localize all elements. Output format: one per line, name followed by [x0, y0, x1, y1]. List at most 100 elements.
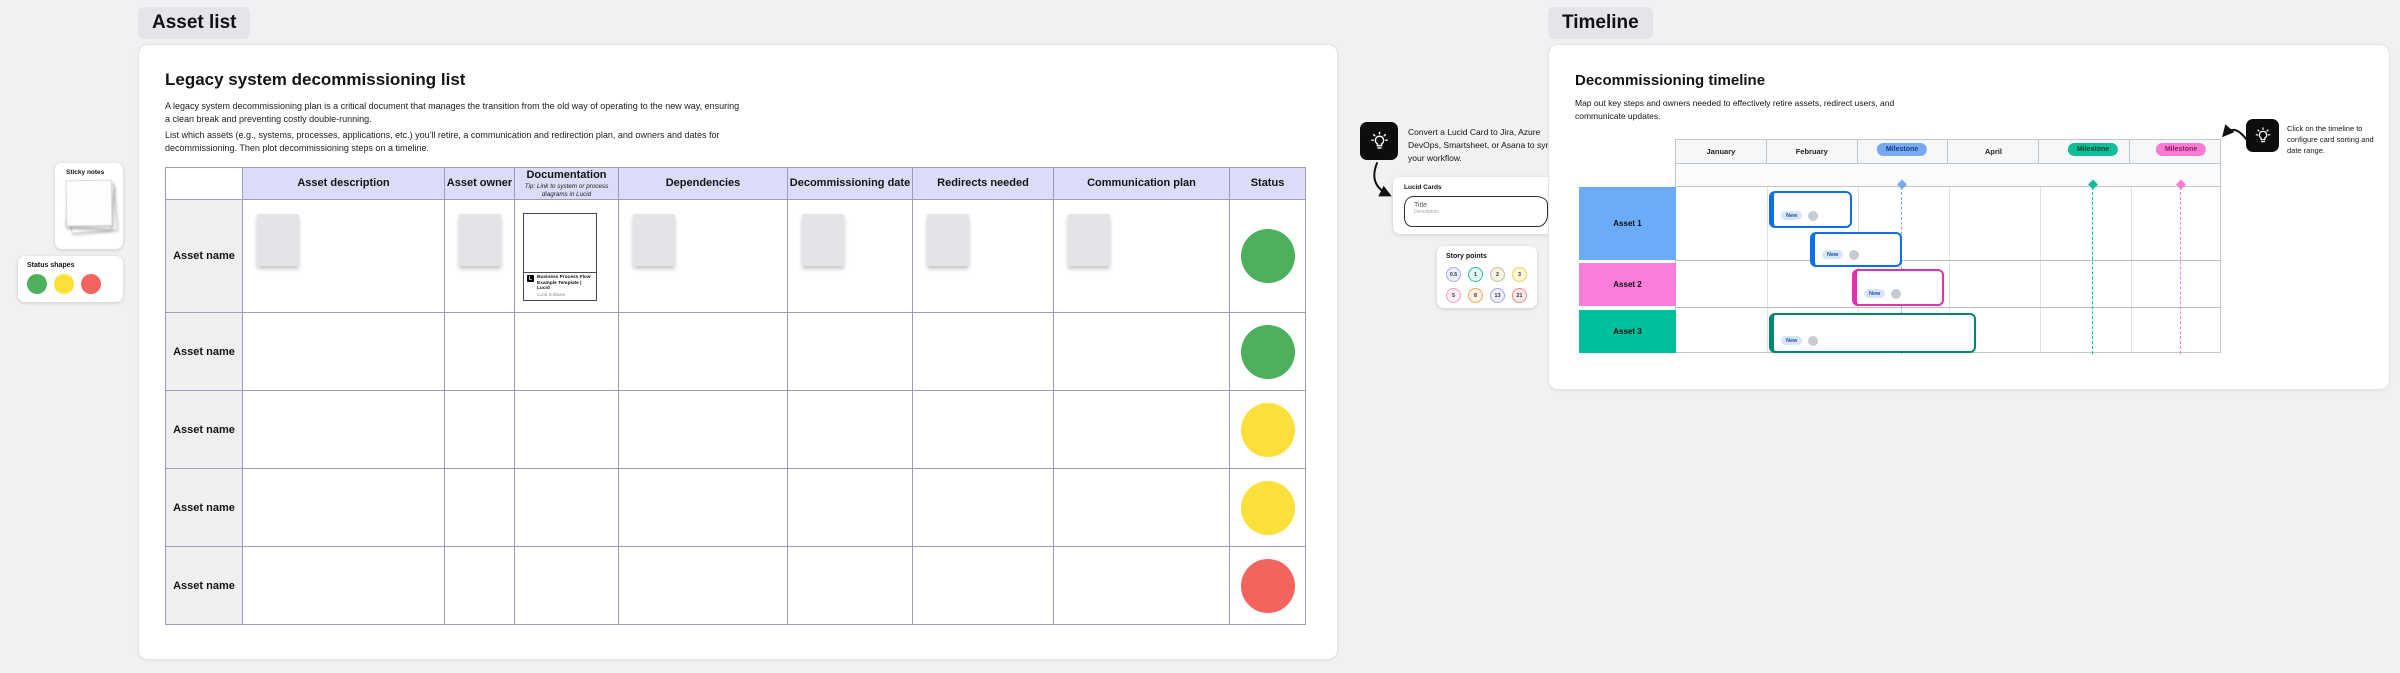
story-point-chip[interactable]: 21	[1512, 288, 1527, 303]
story-point-chip[interactable]: 8	[1468, 288, 1483, 303]
cell-status[interactable]	[1229, 546, 1306, 625]
cell-communication-plan[interactable]	[1053, 468, 1230, 547]
cell-decommissioning-date[interactable]	[787, 199, 913, 313]
row-header-asset-name[interactable]: Asset name	[165, 546, 243, 625]
milestone-line	[2180, 187, 2181, 354]
status-shape-red[interactable]	[81, 274, 101, 294]
sticky-notes-label: Sticky notes	[66, 169, 105, 176]
status-circle[interactable]	[1240, 558, 1295, 613]
content-placeholder[interactable]	[633, 214, 675, 266]
timeline-card[interactable]: New	[1769, 313, 1976, 353]
sticky-note-stack[interactable]	[65, 179, 118, 236]
cell-communication-plan[interactable]	[1053, 546, 1230, 625]
content-placeholder[interactable]	[1068, 214, 1110, 266]
story-point-chip[interactable]: 5	[1446, 288, 1461, 303]
lane-asset-2[interactable]: Asset 2	[1579, 263, 1676, 306]
content-placeholder[interactable]	[927, 214, 969, 266]
cell-communication-plan[interactable]	[1053, 312, 1230, 391]
cell-status[interactable]	[1229, 390, 1306, 469]
status-circle[interactable]	[1240, 324, 1295, 379]
cell-asset-owner[interactable]	[444, 312, 515, 391]
asset-list-section-label[interactable]: Asset list	[138, 7, 251, 39]
cell-redirects-needed[interactable]	[912, 199, 1054, 313]
milestone-pill-march[interactable]: Milestone	[1876, 143, 1928, 156]
lane-asset-3[interactable]: Asset 3	[1579, 310, 1676, 353]
gridline	[1949, 187, 1950, 352]
cell-redirects-needed[interactable]	[912, 546, 1054, 625]
status-circle[interactable]	[1240, 402, 1295, 457]
lightbulb-icon	[1370, 131, 1388, 149]
cell-dependencies[interactable]	[618, 546, 788, 625]
cell-redirects-needed[interactable]	[912, 468, 1054, 547]
story-point-chip[interactable]: 1	[1468, 267, 1483, 282]
cell-dependencies[interactable]	[618, 468, 788, 547]
cell-asset-description[interactable]	[242, 312, 445, 391]
milestone-pill-june[interactable]: Milestone	[2155, 143, 2207, 156]
status-shape-yellow[interactable]	[54, 274, 74, 294]
story-point-chip[interactable]: 3	[1512, 267, 1527, 282]
cell-communication-plan[interactable]	[1053, 390, 1230, 469]
timeline-tip-text: Click on the timeline to configure card …	[2287, 124, 2374, 155]
story-point-chip[interactable]: 0.5	[1446, 267, 1461, 282]
content-placeholder[interactable]	[802, 214, 844, 266]
document-link-preview[interactable]: L Business Process Flow Example Template…	[523, 213, 597, 301]
status-shape-green[interactable]	[27, 274, 47, 294]
cell-asset-description[interactable]	[242, 390, 445, 469]
story-point-chip[interactable]: 13	[1490, 288, 1505, 303]
table-row: Asset name L Business Process Flow Examp…	[165, 199, 1306, 313]
timeline-card[interactable]: New	[1852, 269, 1944, 306]
cell-communication-plan[interactable]	[1053, 199, 1230, 313]
cell-decommissioning-date[interactable]	[787, 546, 913, 625]
cell-asset-description[interactable]	[242, 199, 445, 313]
cell-documentation[interactable]	[514, 390, 619, 469]
cell-dependencies[interactable]	[618, 390, 788, 469]
row-header-asset-name[interactable]: Asset name	[165, 312, 243, 391]
cell-documentation[interactable]	[514, 546, 619, 625]
lucid-card-template[interactable]: Title Description	[1404, 196, 1548, 227]
cell-redirects-needed[interactable]	[912, 312, 1054, 391]
cell-asset-description[interactable]	[242, 546, 445, 625]
row-header-asset-name[interactable]: Asset name	[165, 390, 243, 469]
cell-asset-owner[interactable]	[444, 390, 515, 469]
timeline-card[interactable]: New	[1810, 232, 1902, 267]
cell-documentation[interactable]	[514, 312, 619, 391]
cell-decommissioning-date[interactable]	[787, 468, 913, 547]
cell-asset-description[interactable]	[242, 468, 445, 547]
cell-asset-owner[interactable]	[444, 546, 515, 625]
card-status-badge: New	[1781, 336, 1803, 345]
cell-redirects-needed[interactable]	[912, 390, 1054, 469]
cell-dependencies[interactable]	[618, 199, 788, 313]
sticky-note[interactable]	[65, 179, 113, 227]
content-placeholder[interactable]	[459, 214, 501, 266]
asset-list-paragraph-2: List which assets (e.g., systems, proces…	[165, 130, 720, 153]
documentation-header-label: Documentation	[526, 169, 607, 181]
gridline	[1676, 307, 2220, 308]
cell-decommissioning-date[interactable]	[787, 390, 913, 469]
cell-dependencies[interactable]	[618, 312, 788, 391]
status-circle[interactable]	[1240, 229, 1295, 283]
cell-status[interactable]	[1229, 312, 1306, 391]
milestone-pill-may[interactable]: Milestone	[2067, 143, 2119, 156]
lane-asset-1[interactable]: Asset 1	[1579, 187, 1676, 260]
cell-documentation[interactable]: L Business Process Flow Example Template…	[514, 199, 619, 313]
gridline	[1767, 187, 1768, 352]
timeline-section-label[interactable]: Timeline	[1548, 7, 1653, 39]
gridline	[2131, 187, 2132, 352]
cell-asset-owner[interactable]	[444, 199, 515, 313]
cell-status[interactable]	[1229, 199, 1306, 313]
month-april: April	[1948, 140, 2040, 163]
story-point-chip[interactable]: 2	[1490, 267, 1505, 282]
timeline-chart[interactable]: January February March April May June As…	[1579, 139, 2221, 354]
cell-status[interactable]	[1229, 468, 1306, 547]
timeline-card[interactable]: New	[1769, 191, 1852, 228]
document-title: Business Process Flow Example Template |…	[537, 275, 591, 292]
cell-documentation[interactable]	[514, 468, 619, 547]
cell-decommissioning-date[interactable]	[787, 312, 913, 391]
row-header-asset-name[interactable]: Asset name	[165, 199, 243, 313]
content-placeholder[interactable]	[257, 214, 299, 266]
cell-asset-owner[interactable]	[444, 468, 515, 547]
row-header-asset-name[interactable]: Asset name	[165, 468, 243, 547]
card-avatar	[1808, 211, 1818, 221]
status-circle[interactable]	[1240, 480, 1295, 535]
